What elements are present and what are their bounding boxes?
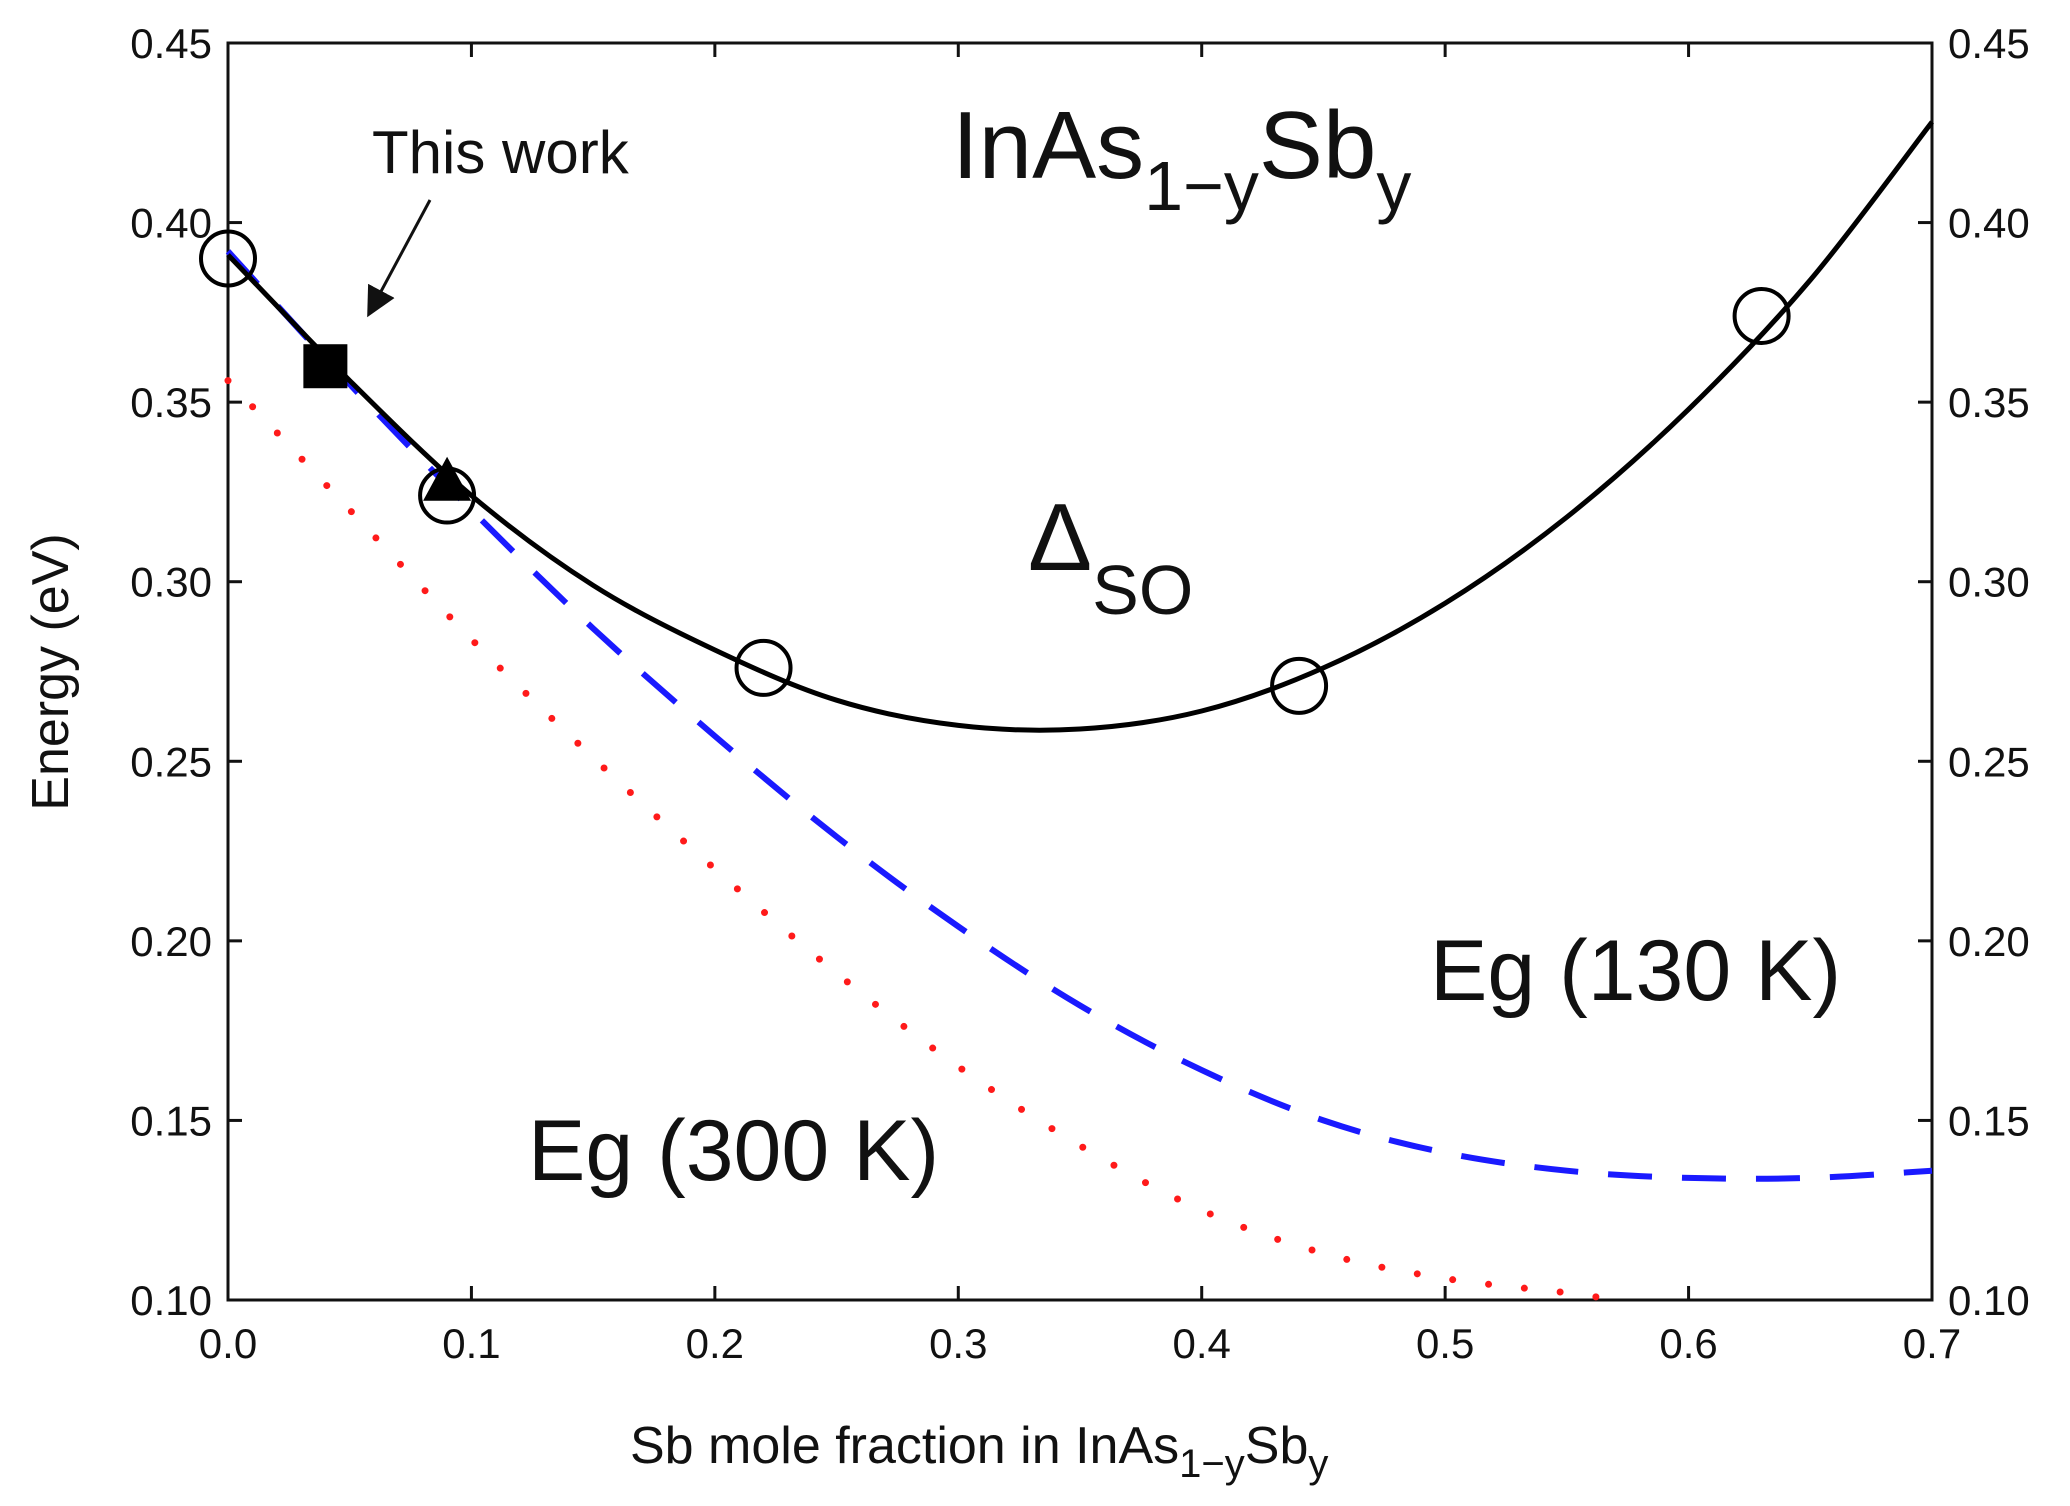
xlabel-sub2: y: [1308, 1442, 1328, 1486]
y-tick-label-right: 0.10: [1948, 1277, 2030, 1324]
y-tick-label-right: 0.40: [1948, 200, 2030, 247]
y-tick-label-right: 0.30: [1948, 559, 2030, 606]
x-tick-label: 0.0: [199, 1320, 257, 1367]
x-tick-label: 0.4: [1173, 1320, 1231, 1367]
y-tick-label-left: 0.30: [130, 559, 212, 606]
title-sub2: y: [1376, 147, 1411, 225]
x-tick-label: 0.7: [1903, 1320, 1961, 1367]
data-point-open-circle: [1270, 656, 1329, 715]
data-markers: [199, 229, 1791, 715]
y-tick-label-right: 0.45: [1948, 20, 2030, 67]
data-point-open-circle: [1732, 286, 1791, 345]
delta-sub: SO: [1092, 551, 1193, 629]
annotation-eg-130: Eg (130 K): [1430, 923, 1841, 1019]
title-base2: Sb: [1259, 92, 1376, 199]
y-tick-label-right: 0.20: [1948, 918, 2030, 965]
x-tick-label: 0.1: [442, 1320, 500, 1367]
plot-frame: [226, 41, 1934, 1302]
y-tick-label-right: 0.35: [1948, 379, 2030, 426]
xlabel-sub1: 1−y: [1179, 1442, 1245, 1486]
y-tick-label-left: 0.40: [130, 200, 212, 247]
chart-title: InAs1−ySby: [952, 92, 1411, 225]
title-base1: InAs: [952, 92, 1144, 199]
y-tick-label-right: 0.15: [1948, 1097, 2030, 1144]
annotation-delta-so: ΔSO: [1028, 484, 1193, 629]
ticks: [226, 41, 1934, 1302]
y-axis-title: Energy (eV): [22, 533, 80, 810]
data-point-triangle: [423, 456, 472, 501]
y-tick-label-left: 0.10: [130, 1277, 212, 1324]
y-tick-labels-right: 0.10 0.15 0.20 0.25 0.30 0.35 0.40 0.45: [1948, 20, 2030, 1324]
xlabel-mid: Sb: [1245, 1417, 1309, 1475]
y-tick-label-left: 0.35: [130, 379, 212, 426]
data-point-open-circle: [734, 638, 793, 697]
y-tick-labels-left: 0.10 0.15 0.20 0.25 0.30 0.35 0.40 0.45: [130, 20, 212, 1324]
x-tick-labels: 0.0 0.1 0.2 0.3 0.4 0.5 0.6 0.7: [199, 1320, 1961, 1367]
series-line-dashed: [225, 249, 1933, 1182]
annotation-eg-300: Eg (300 K): [528, 1103, 939, 1199]
y-tick-label-left: 0.25: [130, 738, 212, 785]
delta-symbol: Δ: [1028, 484, 1092, 591]
y-tick-label-left: 0.45: [130, 20, 212, 67]
x-tick-label: 0.3: [929, 1320, 987, 1367]
annotation-this-work: This work: [372, 119, 630, 186]
title-sub1: 1−y: [1144, 147, 1259, 225]
xlabel-text: Sb mole fraction in InAs: [630, 1417, 1179, 1475]
x-tick-label: 0.5: [1416, 1320, 1474, 1367]
data-point-open-circle: [199, 229, 257, 288]
x-tick-label: 0.6: [1659, 1320, 1717, 1367]
y-tick-label-right: 0.25: [1948, 738, 2030, 785]
data-point-this-work-square: [303, 344, 348, 389]
x-tick-label: 0.2: [686, 1320, 744, 1367]
series-line-solid: [226, 120, 1934, 733]
series-lines: [224, 120, 1934, 1304]
y-tick-label-left: 0.20: [130, 918, 212, 965]
y-tick-label-left: 0.15: [130, 1097, 212, 1144]
x-axis-title: Sb mole fraction in InAs1−ySby: [630, 1417, 1328, 1486]
this-work-arrow: [367, 199, 432, 318]
